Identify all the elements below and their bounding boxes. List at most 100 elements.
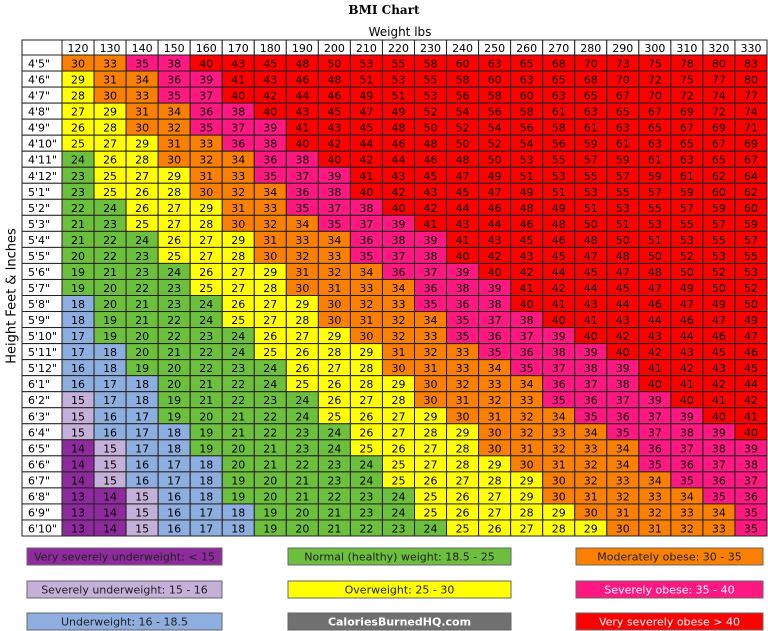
bmi-value: 28: [103, 122, 117, 135]
bmi-value: 33: [456, 362, 470, 375]
bmi-value: 52: [744, 282, 758, 295]
bmi-value: 35: [520, 362, 534, 375]
bmi-value: 40: [712, 410, 726, 423]
bmi-value: 21: [231, 426, 245, 439]
bmi-value: 39: [391, 218, 405, 231]
bmi-value: 67: [712, 138, 726, 151]
weight-header: 200: [324, 42, 345, 55]
bmi-value: 24: [167, 266, 181, 279]
bmi-value: 72: [712, 106, 726, 119]
bmi-value: 32: [263, 218, 277, 231]
bmi-value: 37: [712, 458, 726, 471]
bmi-value: 41: [424, 218, 438, 231]
bmi-value: 38: [680, 426, 694, 439]
bmi-value: 29: [424, 410, 438, 423]
bmi-value: 43: [584, 298, 598, 311]
bmi-value: 27: [359, 394, 373, 407]
bmi-value: 61: [552, 106, 566, 119]
bmi-value: 40: [199, 58, 213, 71]
bmi-value: 18: [231, 522, 245, 535]
bmi-value: 57: [744, 234, 758, 247]
bmi-value: 30: [295, 282, 309, 295]
bmi-value: 53: [359, 58, 373, 71]
bmi-value: 50: [680, 266, 694, 279]
bmi-value: 72: [680, 90, 694, 103]
bmi-value: 46: [295, 74, 309, 87]
height-label: 5'5": [28, 250, 50, 263]
legend-swatch: [26, 612, 223, 631]
bmi-value: 44: [295, 90, 309, 103]
bmi-value: 32: [199, 154, 213, 167]
bmi-value: 37: [359, 218, 373, 231]
bmi-value: 38: [744, 458, 758, 471]
height-label: 5'11": [28, 346, 57, 359]
bmi-value: 62: [744, 186, 758, 199]
bmi-value: 35: [263, 170, 277, 183]
bmi-value: 34: [488, 362, 502, 375]
bmi-value: 18: [167, 442, 181, 455]
bmi-value: 24: [263, 378, 277, 391]
bmi-value: 44: [648, 314, 662, 327]
legend-swatch: [575, 612, 764, 631]
bmi-value: 25: [424, 506, 438, 519]
bmi-value: 33: [456, 346, 470, 359]
height-label: 4'7": [28, 90, 50, 103]
bmi-value: 78: [680, 58, 694, 71]
bmi-value: 77: [712, 74, 726, 87]
bmi-value: 67: [744, 154, 758, 167]
bmi-value: 37: [584, 378, 598, 391]
bmi-value: 53: [584, 186, 598, 199]
bmi-value: 14: [103, 490, 117, 503]
weight-header: 270: [548, 42, 569, 55]
bmi-value: 50: [327, 58, 341, 71]
height-label: 6'9": [28, 506, 50, 519]
bmi-value: 80: [712, 58, 726, 71]
bmi-value: 23: [327, 474, 341, 487]
bmi-value: 52: [456, 122, 470, 135]
bmi-value: 49: [520, 186, 534, 199]
weight-header: 260: [516, 42, 537, 55]
bmi-value: 52: [712, 266, 726, 279]
bmi-value: 35: [199, 122, 213, 135]
bmi-value: 22: [103, 250, 117, 263]
bmi-value: 25: [391, 458, 405, 471]
bmi-value: 23: [391, 522, 405, 535]
bmi-value: 58: [456, 74, 470, 87]
bmi-value: 63: [552, 90, 566, 103]
bmi-value: 44: [584, 282, 598, 295]
bmi-value: 34: [712, 506, 726, 519]
bmi-value: 37: [744, 474, 758, 487]
bmi-value: 39: [552, 330, 566, 343]
bmi-value: 42: [359, 154, 373, 167]
bmi-value: 24: [295, 410, 309, 423]
height-label: 4'9": [28, 122, 50, 135]
bmi-value: 33: [295, 234, 309, 247]
bmi-value: 35: [744, 522, 758, 535]
bmi-value: 37: [424, 266, 438, 279]
bmi-value: 23: [135, 266, 149, 279]
bmi-value: 26: [71, 122, 85, 135]
bmi-value: 52: [488, 138, 502, 151]
bmi-value: 42: [680, 362, 694, 375]
bmi-value: 72: [648, 74, 662, 87]
bmi-value: 16: [135, 474, 149, 487]
weight-header: 170: [228, 42, 249, 55]
bmi-value: 21: [71, 234, 85, 247]
bmi-value: 34: [391, 282, 405, 295]
bmi-value: 38: [520, 314, 534, 327]
bmi-value: 47: [359, 106, 373, 119]
bmi-value: 16: [135, 458, 149, 471]
bmi-value: 32: [424, 346, 438, 359]
bmi-value: 51: [391, 90, 405, 103]
bmi-value: 30: [327, 298, 341, 311]
bmi-value: 40: [584, 330, 598, 343]
bmi-value: 20: [263, 490, 277, 503]
weight-header: 140: [132, 42, 153, 55]
bmi-value: 22: [199, 346, 213, 359]
height-label: 6'2": [28, 394, 50, 407]
bmi-value: 36: [520, 346, 534, 359]
weight-header: 230: [420, 42, 441, 55]
bmi-value: 30: [71, 58, 85, 71]
bmi-value: 23: [167, 282, 181, 295]
